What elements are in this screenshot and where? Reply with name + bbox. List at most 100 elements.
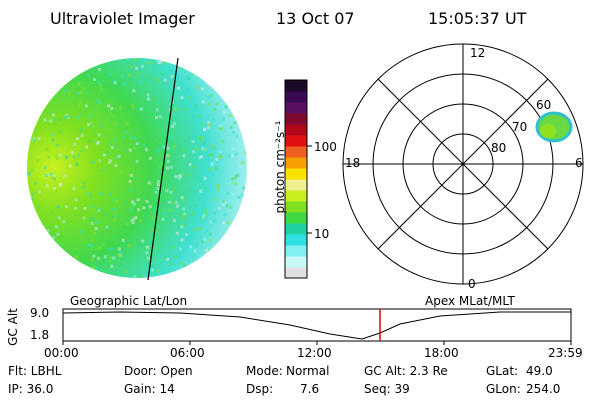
disk-speckle-pixel bbox=[197, 114, 201, 118]
disk-speckle-pixel bbox=[200, 69, 203, 73]
disk-speckle-pixel bbox=[58, 130, 62, 134]
disk-speckle-pixel bbox=[243, 200, 247, 204]
disk-speckle-pixel bbox=[134, 215, 138, 219]
disk-speckle-pixel bbox=[242, 107, 246, 111]
colorbar-swatch bbox=[285, 179, 307, 191]
disk-speckle-pixel bbox=[98, 68, 101, 71]
disk-speckle-pixel bbox=[108, 260, 112, 263]
disk-speckle-pixel bbox=[91, 217, 95, 221]
colorbar-swatch bbox=[285, 256, 307, 268]
disk-speckle-pixel bbox=[113, 81, 117, 85]
disk-speckle-pixel bbox=[55, 225, 58, 229]
disk-speckle-pixel bbox=[29, 58, 33, 62]
disk-speckle-pixel bbox=[228, 114, 232, 118]
disk-speckle-pixel bbox=[45, 147, 49, 151]
disk-speckle-pixel bbox=[173, 112, 177, 116]
disk-speckle-pixel bbox=[132, 217, 136, 221]
disk-speckle-pixel bbox=[133, 58, 137, 62]
disk-speckle-pixel bbox=[44, 84, 48, 88]
disk-speckle-pixel bbox=[40, 107, 44, 111]
disk-speckle-pixel bbox=[68, 183, 72, 187]
disk-speckle-pixel bbox=[37, 205, 41, 209]
disk-speckle-pixel bbox=[93, 231, 96, 235]
disk-speckle-pixel bbox=[185, 273, 189, 277]
disk-speckle-pixel bbox=[91, 160, 95, 164]
disk-speckle-pixel bbox=[195, 86, 199, 89]
disk-speckle-pixel bbox=[32, 137, 36, 140]
disk-speckle-pixel bbox=[29, 87, 33, 91]
colorbar-swatch bbox=[285, 267, 307, 279]
disk-speckle-pixel bbox=[50, 58, 54, 62]
timeline-y-tick: 9.0 bbox=[30, 306, 50, 320]
disk-speckle-pixel bbox=[207, 83, 211, 87]
disk-speckle-pixel bbox=[135, 142, 139, 146]
disk-speckle-pixel bbox=[174, 175, 178, 179]
disk-speckle-pixel bbox=[29, 129, 32, 132]
disk-speckle-pixel bbox=[28, 223, 32, 227]
disk-speckle-pixel bbox=[109, 142, 113, 146]
disk-speckle-pixel bbox=[51, 193, 55, 196]
disk-speckle-pixel bbox=[137, 208, 141, 212]
disk-speckle-pixel bbox=[235, 134, 239, 138]
disk-speckle-pixel bbox=[166, 154, 170, 158]
disk-speckle-pixel bbox=[118, 106, 122, 109]
disk-speckle-pixel bbox=[90, 238, 94, 242]
disk-speckle-pixel bbox=[122, 82, 126, 86]
disk-speckle-pixel bbox=[150, 76, 154, 80]
disk-speckle-pixel bbox=[147, 181, 151, 185]
disk-speckle-pixel bbox=[65, 89, 68, 93]
disk-speckle-pixel bbox=[245, 182, 247, 186]
disk-speckle-pixel bbox=[84, 91, 88, 95]
polar-mlt-label-18: 18 bbox=[345, 156, 361, 170]
disk-speckle-pixel bbox=[186, 76, 190, 80]
disk-speckle-pixel bbox=[175, 130, 179, 133]
disk-speckle-pixel bbox=[34, 218, 38, 222]
disk-speckle-pixel bbox=[176, 112, 180, 116]
disk-speckle-pixel bbox=[129, 65, 133, 69]
disk-speckle-pixel bbox=[135, 159, 139, 163]
disk-speckle-pixel bbox=[96, 256, 100, 260]
disk-speckle-pixel bbox=[68, 65, 71, 68]
disk-speckle-pixel bbox=[182, 217, 186, 221]
disk-speckle-pixel bbox=[100, 123, 104, 127]
terminator-line bbox=[147, 57, 179, 281]
disk-speckle-pixel bbox=[205, 81, 209, 85]
disk-speckle-pixel bbox=[142, 144, 146, 147]
disk-speckle-pixel bbox=[156, 183, 160, 187]
disk-speckle-pixel bbox=[45, 245, 49, 249]
disk-speckle-pixel bbox=[173, 167, 177, 171]
disk-speckle-pixel bbox=[114, 211, 118, 215]
disk-speckle-pixel bbox=[160, 161, 164, 165]
disk-speckle-pixel bbox=[181, 203, 185, 207]
disk-speckle-pixel bbox=[40, 200, 44, 204]
info-seq: Seq: 39 bbox=[364, 382, 410, 396]
disk-speckle-pixel bbox=[191, 212, 195, 216]
info-filter: Flt: LBHL bbox=[8, 364, 62, 378]
disk-speckle-pixel bbox=[92, 266, 95, 269]
disk-speckle-pixel bbox=[208, 153, 212, 157]
disk-speckle-pixel bbox=[79, 128, 83, 132]
disk-speckle-pixel bbox=[42, 88, 46, 91]
disk-speckle-pixel bbox=[241, 160, 245, 164]
disk-speckle-pixel bbox=[221, 94, 225, 98]
disk-speckle-pixel bbox=[31, 188, 35, 192]
disk-speckle-pixel bbox=[218, 155, 222, 159]
timeline-x-tick-label: 18:00 bbox=[424, 346, 459, 360]
disk-speckle-pixel bbox=[76, 164, 80, 168]
disk-speckle-pixel bbox=[175, 204, 179, 208]
disk-speckle-pixel bbox=[209, 257, 212, 261]
disk-speckle-pixel bbox=[51, 233, 55, 237]
disk-speckle-pixel bbox=[204, 208, 207, 212]
disk-speckle-pixel bbox=[226, 221, 230, 225]
disk-speckle-pixel bbox=[182, 207, 185, 211]
disk-speckle-pixel bbox=[193, 227, 197, 231]
disk-speckle-pixel bbox=[184, 267, 188, 270]
colorbar-swatch bbox=[285, 102, 307, 114]
disk-speckle-pixel bbox=[150, 268, 154, 272]
disk-speckle-pixel bbox=[94, 227, 98, 230]
disk-speckle-pixel bbox=[218, 243, 222, 247]
disk-speckle-pixel bbox=[211, 62, 215, 65]
disk-speckle-pixel bbox=[108, 128, 112, 131]
disk-speckle-pixel bbox=[223, 255, 227, 259]
disk-speckle-pixel bbox=[51, 65, 55, 69]
